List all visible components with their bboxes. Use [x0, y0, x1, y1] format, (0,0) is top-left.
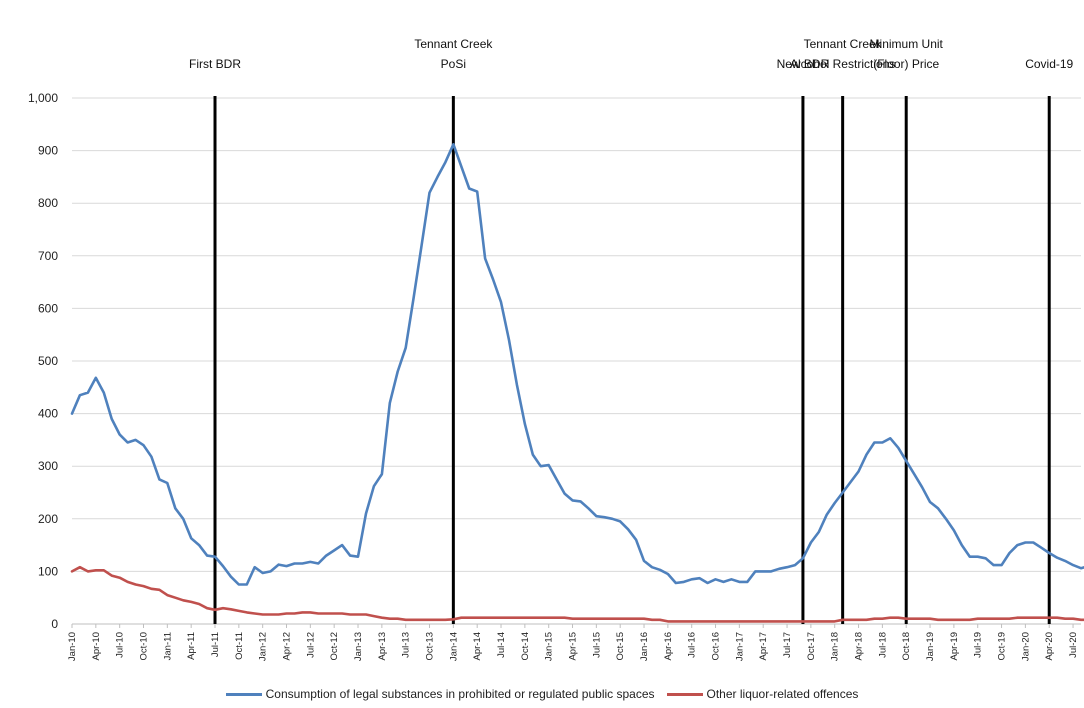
x-tick-label: Oct-13 [425, 632, 436, 661]
x-tick-label: Jul-19 [973, 632, 984, 658]
x-tick-label: Jul-14 [496, 632, 507, 658]
x-tick-label: Oct-12 [329, 632, 340, 661]
y-tick-label: 200 [38, 512, 58, 526]
x-tick-label: Jul-12 [305, 632, 316, 658]
x-tick-label: Apr-17 [758, 632, 769, 661]
x-tick-label: Apr-14 [472, 632, 483, 661]
x-tick-label: Jan-18 [830, 632, 841, 661]
legend-item-liquor: Other liquor-related offences [666, 687, 859, 701]
event-label: Tennant Creek Alcohol Restrictions [790, 37, 895, 71]
x-tick-label: Oct-17 [806, 632, 817, 661]
x-tick-label: Oct-15 [615, 632, 626, 661]
event-label: Covid-19 [1025, 57, 1073, 71]
x-tick-label: Jan-10 [67, 632, 78, 661]
x-tick-label: Jul-18 [877, 632, 888, 658]
x-tick-label: Apr-20 [1044, 632, 1055, 661]
y-tick-label: 400 [38, 407, 58, 421]
y-tick-label: 0 [51, 617, 58, 631]
legend-label-consumption: Consumption of legal substances in prohi… [265, 687, 655, 701]
x-tick-label: Oct-19 [997, 632, 1008, 661]
x-tick-label: Jan-16 [639, 632, 650, 661]
line-chart: First BDR Tennant Creek PoSi New BDRTennant… [28, 37, 1084, 661]
y-tick-label: 1,000 [28, 91, 58, 105]
y-tick-label: 600 [38, 301, 58, 315]
x-tick-label: Jul-11 [210, 632, 221, 657]
x-tick-label: Jul-16 [687, 632, 698, 658]
legend: Consumption of legal substances in prohi… [0, 684, 1084, 704]
x-tick-label: Jul-20 [1068, 632, 1079, 658]
event-label: First BDR [189, 57, 241, 71]
x-tick-label: Apr-19 [949, 632, 960, 661]
x-tick-label: Jul-13 [401, 632, 412, 658]
x-tick-label: Oct-16 [711, 632, 722, 661]
x-tick-label: Apr-11 [186, 632, 197, 660]
x-tick-label: Oct-18 [901, 632, 912, 661]
x-tick-label: Jul-15 [591, 632, 602, 658]
x-tick-label: Apr-13 [377, 632, 388, 661]
event-label: Minimum Unit (Floor) Price [870, 37, 944, 71]
x-tick-label: Jan-19 [925, 632, 936, 661]
x-tick-label: Jan-13 [353, 632, 364, 661]
x-tick-label: Apr-12 [282, 632, 293, 661]
x-tick-label: Apr-18 [854, 632, 865, 661]
x-tick-label: Oct-11 [234, 632, 245, 660]
x-tick-label: Jul-10 [115, 632, 126, 658]
y-tick-label: 100 [38, 564, 58, 578]
x-tick-label: Jan-14 [448, 632, 459, 661]
legend-label-liquor: Other liquor-related offences [706, 687, 859, 701]
x-tick-label: Jul-17 [782, 632, 793, 658]
x-tick-label: Jan-17 [734, 632, 745, 661]
x-tick-label: Apr-10 [91, 632, 102, 661]
event-label: Tennant Creek PoSi [414, 37, 493, 71]
x-tick-label: Jan-20 [1020, 632, 1031, 661]
x-tick-label: Jan-15 [544, 632, 555, 661]
y-tick-label: 300 [38, 459, 58, 473]
y-tick-label: 500 [38, 354, 58, 368]
y-tick-label: 700 [38, 249, 58, 263]
y-tick-label: 900 [38, 144, 58, 158]
x-tick-label: Jan-11 [162, 632, 173, 660]
series-line-liquor-offences [70, 565, 1084, 623]
event-markers: First BDR Tennant Creek PoSi New BDRTennant… [189, 37, 1074, 624]
x-tick-label: Oct-10 [139, 632, 150, 661]
x-tick-label: Oct-14 [520, 632, 531, 661]
legend-swatch-liquor [666, 692, 703, 696]
legend-swatch-consumption [225, 692, 262, 696]
legend-item-consumption: Consumption of legal substances in prohi… [225, 687, 655, 701]
x-tick-label: Apr-16 [663, 632, 674, 661]
series-line-consumption [70, 143, 1084, 586]
axes: 0 100 200 300 400 500 600 700 800 900 1,000 Jan-10 A… [28, 91, 1079, 661]
event-label: New BDR [777, 57, 830, 71]
series-lines [70, 143, 1084, 623]
x-tick-label: Jan-12 [258, 632, 269, 661]
gridlines [72, 97, 1081, 625]
x-tick-label: Apr-15 [568, 632, 579, 661]
y-tick-label: 800 [38, 196, 58, 210]
